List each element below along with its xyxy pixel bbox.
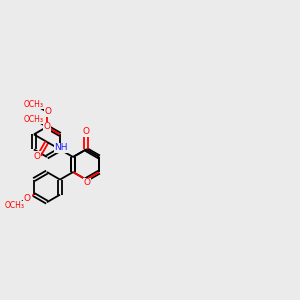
Text: O: O bbox=[44, 107, 52, 116]
Text: OCH₃: OCH₃ bbox=[24, 100, 44, 109]
Text: O: O bbox=[44, 122, 50, 131]
Text: O: O bbox=[84, 178, 91, 187]
Text: O: O bbox=[24, 194, 31, 203]
Text: O: O bbox=[82, 127, 90, 136]
Text: O: O bbox=[34, 152, 41, 160]
Text: OCH₃: OCH₃ bbox=[24, 115, 44, 124]
Text: OCH₃: OCH₃ bbox=[4, 202, 24, 211]
Text: NH: NH bbox=[54, 143, 68, 152]
